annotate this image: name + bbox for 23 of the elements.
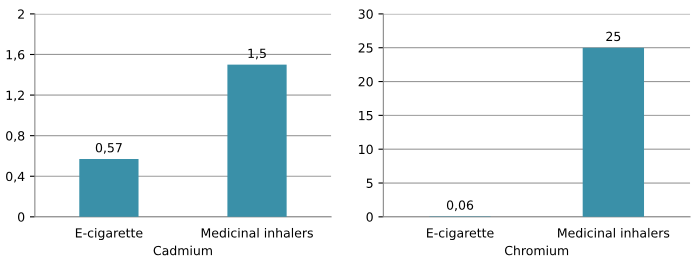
- data-label: 0,57: [96, 142, 122, 154]
- y-tick-label: 2: [18, 9, 24, 19]
- x-tick-label: E-cigarette: [427, 228, 494, 240]
- x-axis-title: Chromium: [504, 246, 568, 256]
- y-tick-label: 1,2: [6, 90, 24, 102]
- y-tick-label: 10: [359, 144, 373, 154]
- y-tick-label: 0,8: [6, 131, 24, 142]
- y-tick-label: 5: [366, 178, 373, 188]
- x-tick-label: Medicinal inhalers: [202, 228, 313, 238]
- y-tick-label: 0,4: [6, 172, 24, 182]
- y-tick-label: 30: [358, 9, 373, 19]
- x-axis-title: Cadmium: [154, 246, 212, 256]
- x-tick-label: Medicinal inhalers: [558, 228, 670, 238]
- y-tick-label: 25: [358, 43, 373, 53]
- x-tick-label: E-cigarette: [76, 228, 142, 240]
- data-label: 25: [606, 32, 620, 42]
- data-label: 1,5: [248, 48, 266, 60]
- y-tick-label: 0: [366, 212, 373, 222]
- y-tick-label: 20: [358, 77, 373, 86]
- y-tick-label: 15: [359, 111, 373, 120]
- data-label: 0,06: [446, 200, 474, 212]
- y-tick-label: 0: [18, 212, 24, 222]
- y-tick-label: 1,6: [6, 50, 24, 61]
